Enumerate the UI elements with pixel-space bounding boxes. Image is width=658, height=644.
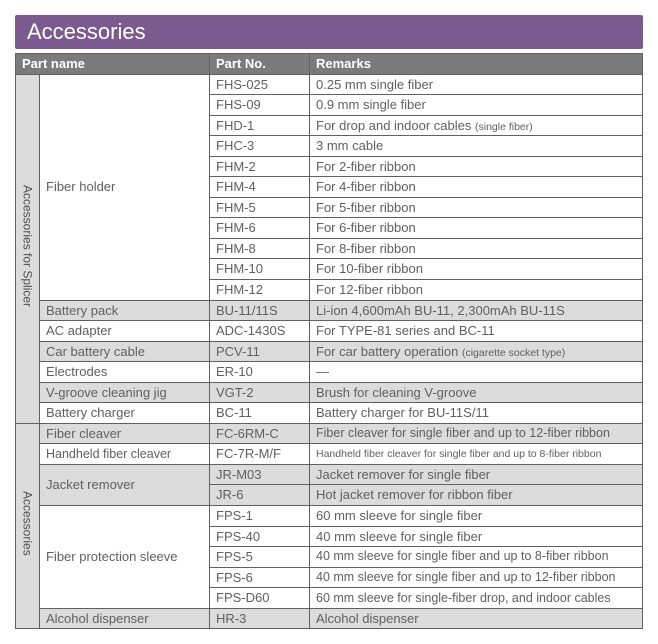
remark: — bbox=[310, 362, 643, 383]
table-row: Jacket remover JR-M03 Jacket remover for… bbox=[16, 464, 643, 485]
partno: ADC-1430S bbox=[210, 321, 310, 342]
partno: FHS-025 bbox=[210, 74, 310, 95]
partno: FPS-6 bbox=[210, 567, 310, 588]
remark: 60 mm sleeve for single-fiber drop, and … bbox=[310, 588, 643, 609]
remark: 60 mm sleeve for single fiber bbox=[310, 506, 643, 527]
remark: For 4-fiber ribbon bbox=[310, 177, 643, 198]
partno: JR-M03 bbox=[210, 464, 310, 485]
remark: 40 mm sleeve for single fiber and up to … bbox=[310, 567, 643, 588]
partno: FC-7R-M/F bbox=[210, 444, 310, 465]
partname: Electrodes bbox=[40, 362, 210, 383]
partno: FC-6RM-C bbox=[210, 423, 310, 444]
remark: Fiber cleaver for single fiber and up to… bbox=[310, 423, 643, 444]
partno: FHM-6 bbox=[210, 218, 310, 239]
remark: Jacket remover for single fiber bbox=[310, 464, 643, 485]
partno: FPS-1 bbox=[210, 506, 310, 527]
section-title: Accessories bbox=[15, 15, 643, 49]
group-accessories: Accessories bbox=[16, 423, 40, 628]
col-partno: Part No. bbox=[210, 54, 310, 75]
partno: BC-11 bbox=[210, 403, 310, 424]
partname: Jacket remover bbox=[40, 464, 210, 505]
remark: Handheld fiber cleaver for single fiber … bbox=[310, 444, 643, 465]
partno: BU-11/11S bbox=[210, 300, 310, 321]
partname: Handheld fiber cleaver bbox=[40, 444, 210, 465]
remark: For 5-fiber ribbon bbox=[310, 197, 643, 218]
partno: FHC-3 bbox=[210, 136, 310, 157]
partno: PCV-11 bbox=[210, 341, 310, 362]
table-row: V-groove cleaning jig VGT-2 Brush for cl… bbox=[16, 382, 643, 403]
col-partname: Part name bbox=[16, 54, 210, 75]
remark: 3 mm cable bbox=[310, 136, 643, 157]
partname: Battery charger bbox=[40, 403, 210, 424]
remark: Brush for cleaning V-groove bbox=[310, 382, 643, 403]
table-row: Handheld fiber cleaver FC-7R-M/F Handhel… bbox=[16, 444, 643, 465]
partno: FHS-09 bbox=[210, 95, 310, 116]
partno: FHM-2 bbox=[210, 156, 310, 177]
partno: FPS-D60 bbox=[210, 588, 310, 609]
table-row: Accessories for Splicer Fiber holder FHS… bbox=[16, 74, 643, 95]
remark: Battery charger for BU-11S/11 bbox=[310, 403, 643, 424]
remark: For 2-fiber ribbon bbox=[310, 156, 643, 177]
partname: Fiber cleaver bbox=[40, 423, 210, 444]
partname: V-groove cleaning jig bbox=[40, 382, 210, 403]
partname: Fiber protection sleeve bbox=[40, 506, 210, 609]
table-row: Fiber protection sleeve FPS-1 60 mm slee… bbox=[16, 506, 643, 527]
remark: 0.25 mm single fiber bbox=[310, 74, 643, 95]
remark: For car battery operation (cigarette soc… bbox=[310, 341, 643, 362]
partno: FHM-4 bbox=[210, 177, 310, 198]
partno: FHM-8 bbox=[210, 238, 310, 259]
col-remarks: Remarks bbox=[310, 54, 643, 75]
group-accessories-label: Accessories bbox=[19, 491, 35, 556]
partno: FHM-10 bbox=[210, 259, 310, 280]
remark: 40 mm sleeve for single fiber and up to … bbox=[310, 547, 643, 568]
partname: Battery pack bbox=[40, 300, 210, 321]
remark: Hot jacket remover for ribbon fiber bbox=[310, 485, 643, 506]
partname-fiber-holder: Fiber holder bbox=[40, 74, 210, 300]
partname: AC adapter bbox=[40, 321, 210, 342]
header-row: Part name Part No. Remarks bbox=[16, 54, 643, 75]
partname: Alcohol dispenser bbox=[40, 608, 210, 629]
remark: For 8-fiber ribbon bbox=[310, 238, 643, 259]
table-row: AC adapter ADC-1430S For TYPE-81 series … bbox=[16, 321, 643, 342]
partno: FPS-40 bbox=[210, 526, 310, 547]
partno: FHD-1 bbox=[210, 115, 310, 136]
remark: For drop and indoor cables (single fiber… bbox=[310, 115, 643, 136]
table-row: Alcohol dispenser HR-3 Alcohol dispenser bbox=[16, 608, 643, 629]
partno: FPS-5 bbox=[210, 547, 310, 568]
remark: For 10-fiber ribbon bbox=[310, 259, 643, 280]
partno: ER-10 bbox=[210, 362, 310, 383]
table-row: Electrodes ER-10 — bbox=[16, 362, 643, 383]
partno: FHM-5 bbox=[210, 197, 310, 218]
partno: HR-3 bbox=[210, 608, 310, 629]
table-row: Battery pack BU-11/11S Li-ion 4,600mAh B… bbox=[16, 300, 643, 321]
table-row: Car battery cable PCV-11 For car battery… bbox=[16, 341, 643, 362]
table-row: Battery charger BC-11 Battery charger fo… bbox=[16, 403, 643, 424]
partno: JR-6 bbox=[210, 485, 310, 506]
accessories-table: Part name Part No. Remarks Accessories f… bbox=[15, 53, 643, 629]
partno: FHM-12 bbox=[210, 280, 310, 301]
remark: For 12-fiber ribbon bbox=[310, 280, 643, 301]
partname: Car battery cable bbox=[40, 341, 210, 362]
partno: VGT-2 bbox=[210, 382, 310, 403]
group-splicer: Accessories for Splicer bbox=[16, 74, 40, 423]
remark: Alcohol dispenser bbox=[310, 608, 643, 629]
remark: 40 mm sleeve for single fiber bbox=[310, 526, 643, 547]
group-splicer-label: Accessories for Splicer bbox=[19, 185, 35, 307]
remark: Li-ion 4,600mAh BU-11, 2,300mAh BU-11S bbox=[310, 300, 643, 321]
remark: For TYPE-81 series and BC-11 bbox=[310, 321, 643, 342]
remark: For 6-fiber ribbon bbox=[310, 218, 643, 239]
remark: 0.9 mm single fiber bbox=[310, 95, 643, 116]
table-row: Accessories Fiber cleaver FC-6RM-C Fiber… bbox=[16, 423, 643, 444]
